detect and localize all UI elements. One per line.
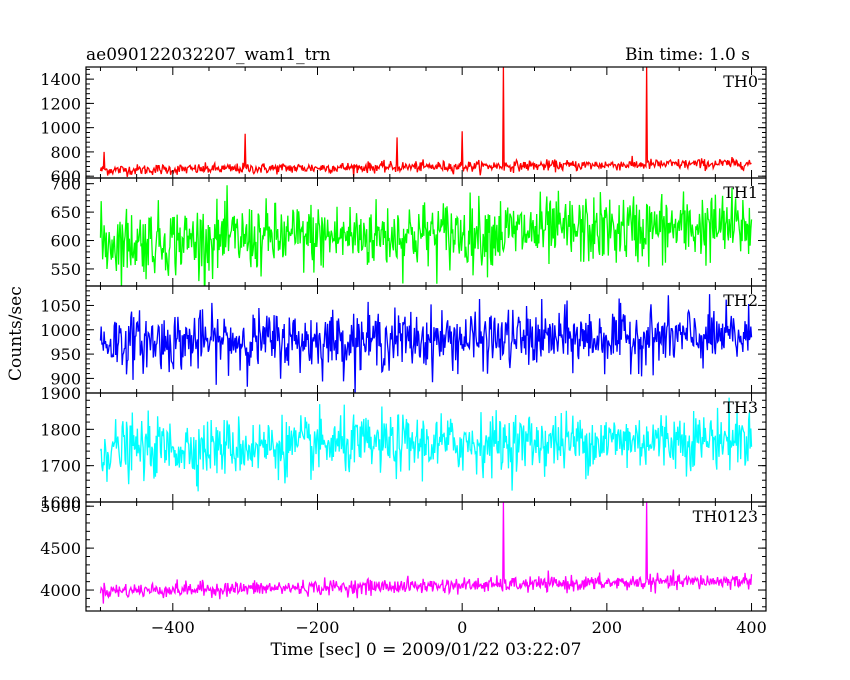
y-tick-label: 700	[50, 175, 81, 194]
y-tick-label: 1900	[40, 384, 81, 403]
series-th0	[99, 67, 752, 177]
series-th2	[99, 294, 753, 393]
y-tick-label: 600	[50, 167, 81, 186]
panel-th3: 1600 1700 1800 1900 TH3	[40, 384, 767, 512]
y-tick-label: 4000	[40, 581, 81, 600]
x-axis-label: Time [sec] 0 = 2009/01/22 03:22:07	[0, 640, 850, 660]
y-tick-label: 550	[50, 260, 81, 279]
y-tick-label: 1800	[40, 420, 81, 439]
y-tick-label: 650	[50, 203, 81, 222]
panel-th0: 600 800 1000 1200 1400 TH0	[40, 66, 767, 186]
y-tick-label: 1000	[40, 119, 81, 138]
y-tick-label: 1200	[40, 94, 81, 113]
series-th1	[99, 185, 753, 286]
panel-th2: 900 950 1000 1050 TH2	[40, 285, 767, 394]
panel-label: TH0	[723, 72, 758, 91]
panel-label: TH2	[723, 291, 758, 310]
bin-time-label: Bin time: 1.0 s	[624, 45, 750, 65]
x-tick-label: 0	[457, 618, 467, 637]
y-tick-label: 800	[50, 143, 81, 162]
panel-th0123: 4000 4500 5000 TH0123	[40, 497, 767, 612]
panel-label: TH3	[723, 398, 758, 417]
chart-title: ae090122032207_wam1_trn	[86, 45, 331, 65]
y-tick-label: 5000	[40, 497, 81, 516]
y-tick-label: 600	[50, 232, 81, 251]
panel-frame	[85, 66, 767, 179]
x-tick-label: 200	[592, 618, 623, 637]
y-tick-label: 1050	[40, 296, 81, 315]
y-tick-label: 950	[50, 345, 81, 364]
y-tick-label: 1700	[40, 457, 81, 476]
y-tick-label: 1000	[40, 321, 81, 340]
series-th0123	[99, 502, 753, 604]
x-tick-label: −400	[151, 618, 195, 637]
panel-label: TH0123	[693, 507, 758, 526]
panel-label: TH1	[723, 183, 758, 202]
x-tick-label: −200	[296, 618, 340, 637]
y-tick-label: 4500	[40, 539, 81, 558]
series-th3	[99, 397, 753, 492]
y-tick-label: 900	[50, 369, 81, 388]
y-tick-label: 1600	[40, 493, 81, 512]
x-tick-label: 400	[736, 618, 767, 637]
panel-th1: 550 600 650 700 TH1	[50, 175, 767, 287]
x-axis-label-text: Time [sec] 0 = 2009/01/22 03:22:07	[270, 640, 582, 660]
panel-frame	[85, 501, 767, 612]
y-tick-label: 1400	[40, 70, 81, 89]
